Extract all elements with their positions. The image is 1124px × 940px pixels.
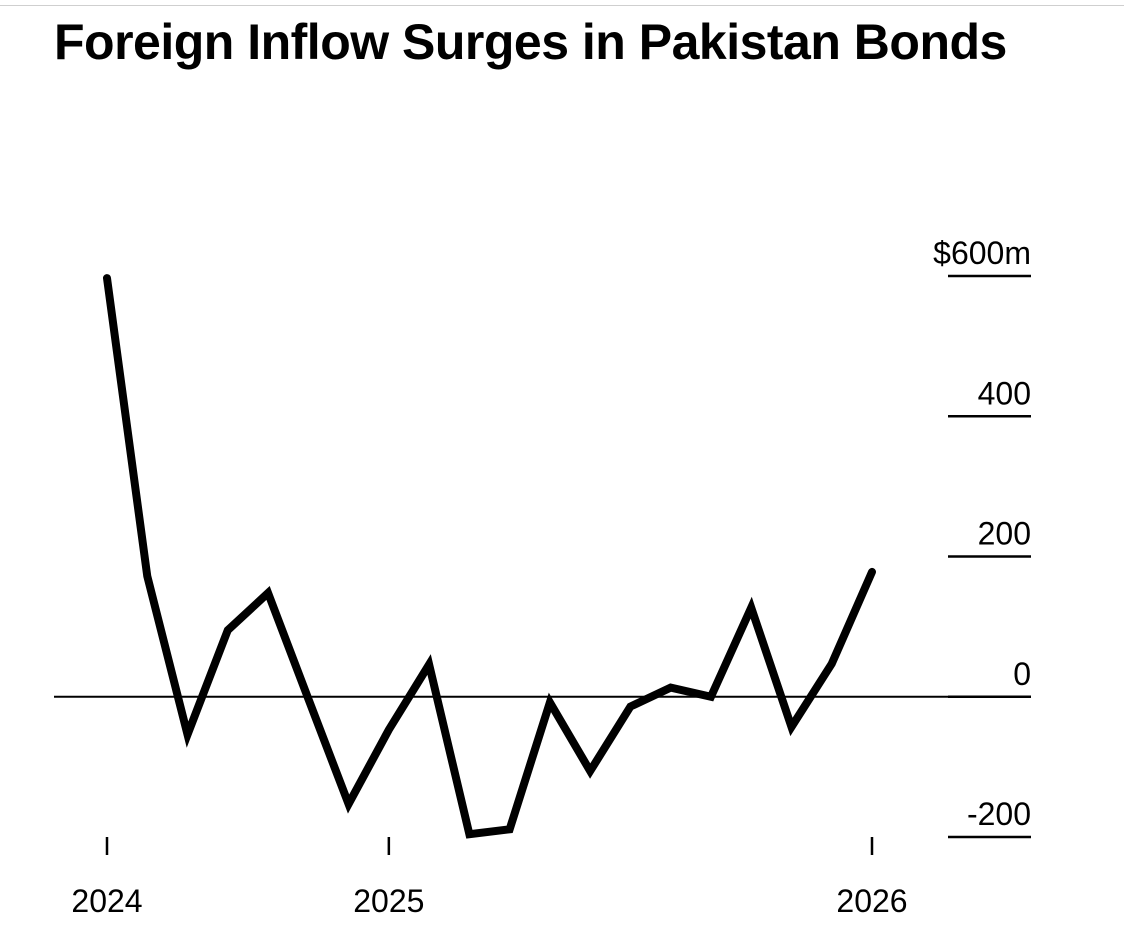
data-point	[388, 729, 390, 731]
data-point	[710, 696, 712, 698]
data-point	[307, 698, 309, 700]
data-point	[790, 726, 792, 728]
data-point	[227, 629, 229, 631]
data-point	[831, 663, 833, 665]
y-tick-label: -200	[967, 796, 1031, 832]
data-point	[187, 734, 189, 736]
y-tick-label: 400	[978, 375, 1031, 411]
data-point	[629, 706, 631, 708]
top-rule	[0, 0, 1124, 6]
data-point	[428, 663, 430, 665]
x-tick-label: 2026	[836, 883, 907, 919]
y-tick-label: $600m	[933, 235, 1031, 271]
data-point	[549, 701, 551, 703]
y-tick-label: 200	[978, 516, 1031, 552]
data-point	[348, 803, 350, 805]
data-point	[468, 833, 470, 835]
data-point	[146, 575, 148, 577]
data-point	[750, 607, 752, 609]
x-tick-label: 2025	[353, 883, 424, 919]
data-point	[509, 828, 511, 830]
x-tick-label: 2024	[71, 883, 142, 919]
data-point	[106, 277, 108, 279]
data-point	[670, 687, 672, 689]
data-point	[871, 571, 873, 573]
data-point	[589, 770, 591, 772]
y-tick-label: 0	[1013, 656, 1031, 692]
series-line	[103, 274, 876, 839]
chart-title: Foreign Inflow Surges in Pakistan Bonds	[54, 14, 1007, 70]
data-point	[267, 592, 269, 594]
